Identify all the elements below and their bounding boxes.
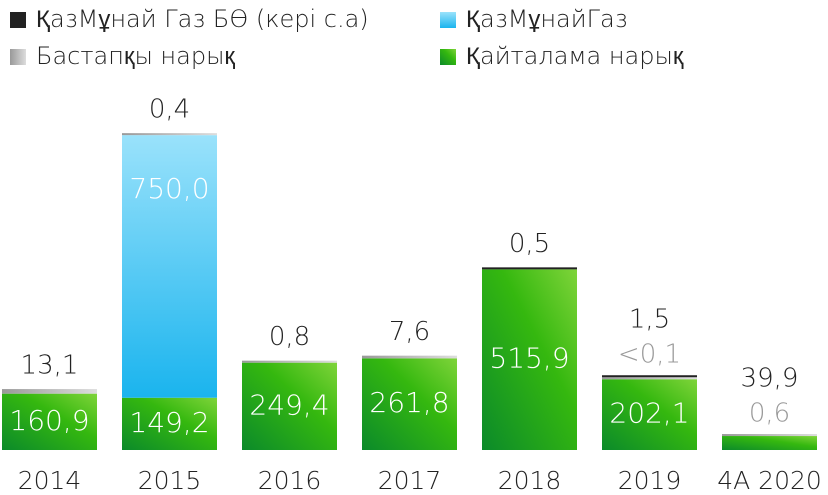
- bar-segment: [242, 360, 337, 363]
- value-label: 202,1: [609, 397, 689, 430]
- bar-segment: [362, 358, 457, 450]
- bar-segment: [362, 355, 457, 359]
- bar-segment: [482, 267, 577, 270]
- value-label: 13,1: [21, 351, 79, 381]
- legend-swatch: [10, 49, 26, 65]
- value-label: 249,4: [249, 388, 329, 421]
- bar-segment: [722, 436, 817, 450]
- value-label: 0,6: [749, 399, 790, 429]
- bar-segment: [122, 135, 217, 398]
- x-tick-label: 4А 2020: [717, 466, 822, 495]
- legend-label: ҚазМұнайГаз: [466, 5, 628, 33]
- x-tick-label: 2017: [378, 466, 442, 495]
- value-label: 0,5: [509, 229, 550, 259]
- value-label: 750,0: [129, 172, 209, 205]
- x-tick-label: 2015: [138, 466, 202, 495]
- x-tick-label: 2018: [498, 466, 562, 495]
- legend-swatch: [440, 49, 456, 65]
- bar-segment: [602, 379, 697, 450]
- legend-label: Бастапқы нарық: [36, 42, 235, 70]
- bar-segment: [482, 269, 577, 450]
- value-label: 1,5: [629, 305, 670, 335]
- value-label: 7,6: [389, 317, 430, 347]
- x-tick-label: 2014: [18, 466, 82, 495]
- value-label: <0,1: [618, 340, 681, 370]
- bar-segment: [2, 393, 97, 450]
- bar-segment: [122, 397, 217, 450]
- bar-segment: [242, 362, 337, 450]
- x-tick-label: 2019: [618, 466, 682, 495]
- value-label: 0,8: [269, 322, 310, 352]
- value-label: 39,9: [741, 364, 799, 394]
- legend-label: Қайталама нарық: [466, 42, 684, 70]
- bar-segment: [722, 434, 817, 437]
- value-label: 149,2: [129, 406, 209, 439]
- legend-label: ҚазМұнай Газ БӨ (кері с.а): [36, 5, 369, 33]
- bar-segment: [122, 133, 217, 136]
- x-tick-label: 2016: [258, 466, 322, 495]
- value-label: 160,9: [9, 404, 89, 437]
- legend-swatch: [10, 12, 26, 28]
- value-label: 515,9: [489, 342, 569, 375]
- legend-swatch: [440, 12, 456, 28]
- bar-segment: [602, 377, 697, 380]
- bar-segment: [2, 389, 97, 394]
- bar-segment: [602, 375, 697, 378]
- value-label: 261,8: [369, 386, 449, 419]
- value-label: 0,4: [149, 95, 190, 125]
